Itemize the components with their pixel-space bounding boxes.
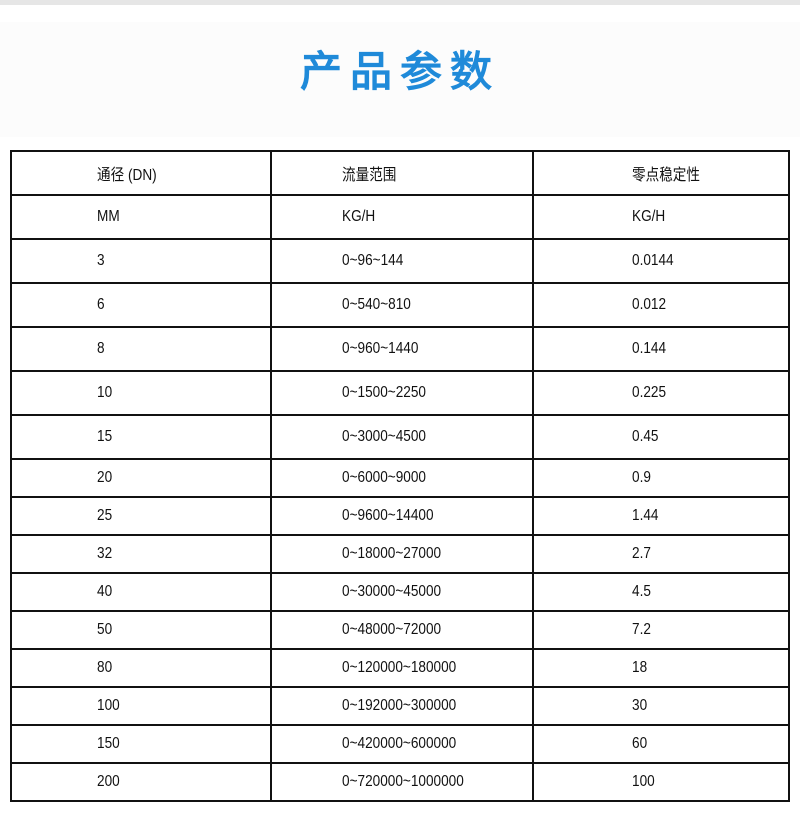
cell-diameter: 25 (97, 507, 113, 524)
header-flow-range: 流量范围 (342, 167, 397, 184)
cell-zero-stability: 0.012 (632, 296, 667, 313)
cell-diameter: 32 (97, 545, 113, 562)
cell-diameter: 20 (97, 469, 113, 486)
cell-flow-range: 0~18000~27000 (342, 545, 442, 562)
table-units-row: MM KG/H KG/H (10, 194, 790, 240)
cell-flow-range: 0~420000~600000 (342, 735, 457, 752)
table-row: 6 0~540~810 0.012 (10, 282, 790, 328)
unit-zero-stability: KG/H (632, 208, 666, 225)
cell-zero-stability: 7.2 (632, 621, 651, 638)
table-row: 8 0~960~1440 0.144 (10, 326, 790, 372)
cell-flow-range: 0~30000~45000 (342, 583, 442, 600)
cell-zero-stability: 0.45 (632, 428, 659, 445)
cell-zero-stability: 60 (632, 735, 648, 752)
cell-flow-range: 0~720000~1000000 (342, 773, 464, 790)
cell-flow-range: 0~540~810 (342, 296, 411, 313)
cell-flow-range: 0~1500~2250 (342, 384, 426, 401)
cell-zero-stability: 1.44 (632, 507, 659, 524)
cell-diameter: 10 (97, 384, 113, 401)
table-row: 80 0~120000~180000 18 (10, 648, 790, 688)
cell-diameter: 8 (97, 340, 105, 357)
table-row: 40 0~30000~45000 4.5 (10, 572, 790, 612)
unit-diameter: MM (97, 208, 120, 225)
table-row: 3 0~96~144 0.0144 (10, 238, 790, 284)
header-zero-stability: 零点稳定性 (632, 167, 701, 184)
cell-flow-range: 0~3000~4500 (342, 428, 426, 445)
cell-zero-stability: 18 (632, 659, 648, 676)
cell-diameter: 150 (97, 735, 120, 752)
table-row: 100 0~192000~300000 30 (10, 686, 790, 726)
table-row: 25 0~9600~14400 1.44 (10, 496, 790, 536)
cell-diameter: 100 (97, 697, 120, 714)
header-diameter: 通径 (DN) (97, 167, 157, 184)
cell-flow-range: 0~960~1440 (342, 340, 419, 357)
table-header-row: 通径 (DN) 流量范围 零点稳定性 (10, 150, 790, 196)
cell-diameter: 6 (97, 296, 105, 313)
table-row: 200 0~720000~1000000 100 (10, 762, 790, 802)
cell-diameter: 50 (97, 621, 113, 638)
cell-zero-stability: 0.225 (632, 384, 667, 401)
table-row: 10 0~1500~2250 0.225 (10, 370, 790, 416)
top-divider (0, 0, 800, 5)
cell-diameter: 200 (97, 773, 120, 790)
cell-diameter: 3 (97, 252, 105, 269)
unit-flow-range: KG/H (342, 208, 376, 225)
cell-flow-range: 0~9600~14400 (342, 507, 434, 524)
table-row: 32 0~18000~27000 2.7 (10, 534, 790, 574)
cell-diameter: 40 (97, 583, 113, 600)
cell-zero-stability: 2.7 (632, 545, 651, 562)
cell-flow-range: 0~192000~300000 (342, 697, 457, 714)
parameter-table: 通径 (DN) 流量范围 零点稳定性 MM KG/H KG/H 3 0~96~14… (10, 150, 790, 802)
cell-flow-range: 0~6000~9000 (342, 469, 426, 486)
cell-flow-range: 0~120000~180000 (342, 659, 457, 676)
title-banner (0, 22, 800, 137)
cell-diameter: 15 (97, 428, 113, 445)
cell-zero-stability: 0.9 (632, 469, 651, 486)
page-title: 产品参数 (299, 47, 500, 96)
table-row: 20 0~6000~9000 0.9 (10, 458, 790, 498)
cell-flow-range: 0~96~144 (342, 252, 404, 269)
cell-zero-stability: 4.5 (632, 583, 651, 600)
cell-zero-stability: 30 (632, 697, 648, 714)
cell-zero-stability: 0.0144 (632, 252, 674, 269)
cell-zero-stability: 100 (632, 773, 655, 790)
cell-flow-range: 0~48000~72000 (342, 621, 442, 638)
table-row: 15 0~3000~4500 0.45 (10, 414, 790, 460)
table-row: 150 0~420000~600000 60 (10, 724, 790, 764)
table-row: 50 0~48000~72000 7.2 (10, 610, 790, 650)
cell-diameter: 80 (97, 659, 113, 676)
cell-zero-stability: 0.144 (632, 340, 667, 357)
